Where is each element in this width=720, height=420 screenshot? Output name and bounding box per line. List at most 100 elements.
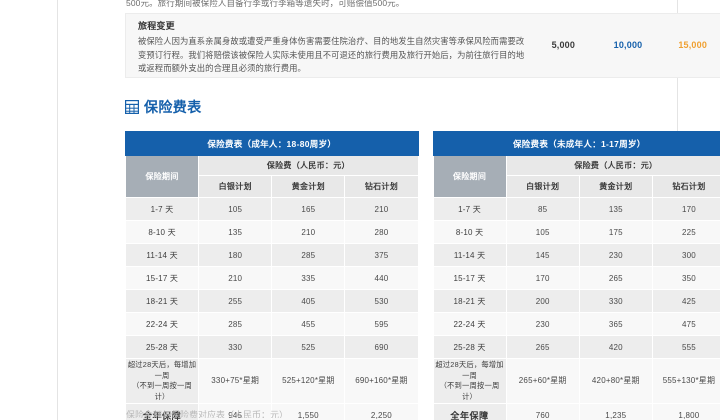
row-value-diamond: 440 [344,266,419,290]
row-value-silver: 230 [505,312,580,336]
row-value-diamond: 280 [344,220,419,244]
row-value-silver: 255 [198,289,273,313]
row-value-silver: 330 [198,335,273,359]
row-value-gold: 420+80*星期 [578,358,653,404]
row-value-diamond: 350 [651,266,720,290]
extra-line-1: 超过28天后，每增加一周 [435,360,504,380]
row-value-gold: 135 [578,197,653,221]
row-period-annual: 全年保障 [124,403,200,420]
row-period-annual: 全年保障 [432,403,507,420]
benefit-value-gold: 10,000 [613,40,643,50]
section-title: 保险费表 [144,99,202,115]
table-grid-icon [125,100,139,114]
row-period: 1-7 天 [124,197,200,221]
plan-header-diamond: 钻石计划 [651,175,720,198]
row-value-silver: 210 [198,266,273,290]
table-row: 15-17 天 210 335 440 [124,266,419,290]
row-value-diamond: 1,800 [651,403,720,420]
table-row: 25-28 天 265 420 555 [432,335,720,359]
row-value-gold: 420 [578,335,653,359]
benefit-title: 旅程变更 [138,21,175,31]
table-row: 25-28 天 330 525 690 [124,335,419,359]
row-value-diamond: 170 [651,197,720,221]
row-value-diamond: 595 [344,312,419,336]
row-value-diamond: 690 [344,335,419,359]
row-value-gold: 455 [271,312,346,336]
row-period: 8-10 天 [432,220,507,244]
benefit-description: 被保险人因为直系亲属身故或遭受严重身体伤害需要住院治疗、目的地发生自然灾害等承保… [138,36,525,73]
row-value-diamond: 425 [651,289,720,313]
row-value-gold: 335 [271,266,346,290]
table-row: 11-14 天 145 230 300 [432,243,720,267]
plan-header-silver: 白银计划 [198,175,273,198]
table-caption: 保险费表（未成年人：1-17周岁） [432,131,720,156]
row-value-diamond: 475 [651,312,720,336]
table-row: 18-21 天 200 330 425 [432,289,720,313]
row-value-diamond: 210 [344,197,419,221]
row-value-diamond: 300 [651,243,720,267]
row-period: 8-10 天 [124,220,200,244]
row-period: 18-21 天 [124,289,200,313]
row-value-silver: 760 [505,403,580,420]
plan-header-gold: 黄金计划 [578,175,653,198]
table-row: 1-7 天 85 135 170 [432,197,720,221]
clipped-bottom-text: 保险金额与保险费对应表（人民币：元） [126,410,289,418]
row-value-gold: 265 [578,266,653,290]
row-value-silver: 85 [505,197,580,221]
premium-group-header: 保险费（人民币：元） [198,155,419,176]
table-caption-row: 保险费表（成年人：18-80周岁） [125,131,419,156]
row-value-gold: 365 [578,312,653,336]
benefit-value-silver: 5,000 [551,40,576,50]
table-row-extra-week: 超过28天后，每增加一周 （不到一周按一周计） 330+75*星期 525+12… [124,358,419,404]
row-period: 18-21 天 [432,289,507,313]
row-period-extra: 超过28天后，每增加一周 （不到一周按一周计） [432,358,507,404]
row-value-silver: 265+60*星期 [505,358,580,404]
row-value-gold: 230 [578,243,653,267]
row-value-silver: 200 [505,289,580,313]
row-value-gold: 525+120*星期 [271,358,346,404]
row-period: 1-7 天 [432,197,507,221]
table-caption: 保险费表（成年人：18-80周岁） [125,131,419,156]
period-column-header: 保险期间 [432,155,507,198]
row-value-diamond: 555+130*星期 [651,358,720,404]
row-period: 25-28 天 [432,335,507,359]
table-row-annual: 全年保障 760 1,235 1,800 [432,403,720,420]
row-period: 11-14 天 [432,243,507,267]
table-row: 22-24 天 230 365 475 [432,312,720,336]
row-period: 15-17 天 [124,266,200,290]
rate-tables-wrapper: 保险费表（成年人：18-80周岁） 保险期间 保险费（人民币：元） 白银计划 黄… [124,131,720,420]
extra-line-2: （不到一周按一周计） [439,381,500,401]
row-value-gold: 210 [271,220,346,244]
table-group-header-row: 保险期间 保险费（人民币：元） [124,155,419,198]
row-value-gold: 525 [271,335,346,359]
premium-group-header: 保险费（人民币：元） [505,155,720,176]
row-value-silver: 265 [505,335,580,359]
table-row: 22-24 天 285 455 595 [124,312,419,336]
row-value-silver: 135 [198,220,273,244]
benefit-values: 5,000 10,000 15,000 [531,14,720,50]
table-row: 15-17 天 170 265 350 [432,266,720,290]
row-value-diamond: 2,250 [344,403,419,420]
table-row-annual: 全年保障 945 1,550 2,250 [124,403,419,420]
row-value-gold: 1,550 [271,403,346,420]
row-value-diamond: 225 [651,220,720,244]
table-row: 8-10 天 105 175 225 [432,220,720,244]
row-value-silver: 105 [198,197,273,221]
row-period: 22-24 天 [124,312,200,336]
benefit-text-block: 旅程变更 被保险人因为直系亲属身故或遭受严重身体伤害需要住院治疗、目的地发生自然… [126,14,531,76]
extra-line-2: （不到一周按一周计） [132,381,193,401]
row-period: 11-14 天 [124,243,200,267]
table-row-extra-week: 超过28天后，每增加一周 （不到一周按一周计） 265+60*星期 420+80… [432,358,720,404]
clipped-top-text: 500元。旅行期间被保险人自备行李或行李箱等遗失时，可赔偿值500元。 [126,0,405,8]
row-value-diamond: 690+160*星期 [344,358,419,404]
row-value-gold: 175 [578,220,653,244]
row-value-silver: 170 [505,266,580,290]
row-value-gold: 1,235 [578,403,653,420]
rate-table-minor: 保险费表（未成年人：1-17周岁） 保险期间 保险费（人民币：元） 白银计划 黄… [432,131,720,420]
table-row: 11-14 天 180 285 375 [124,243,419,267]
row-value-diamond: 375 [344,243,419,267]
row-period: 25-28 天 [124,335,200,359]
row-value-silver: 285 [198,312,273,336]
content-container: 500元。旅行期间被保险人自备行李或行李箱等遗失时，可赔偿值500元。 旅程变更… [57,0,720,420]
